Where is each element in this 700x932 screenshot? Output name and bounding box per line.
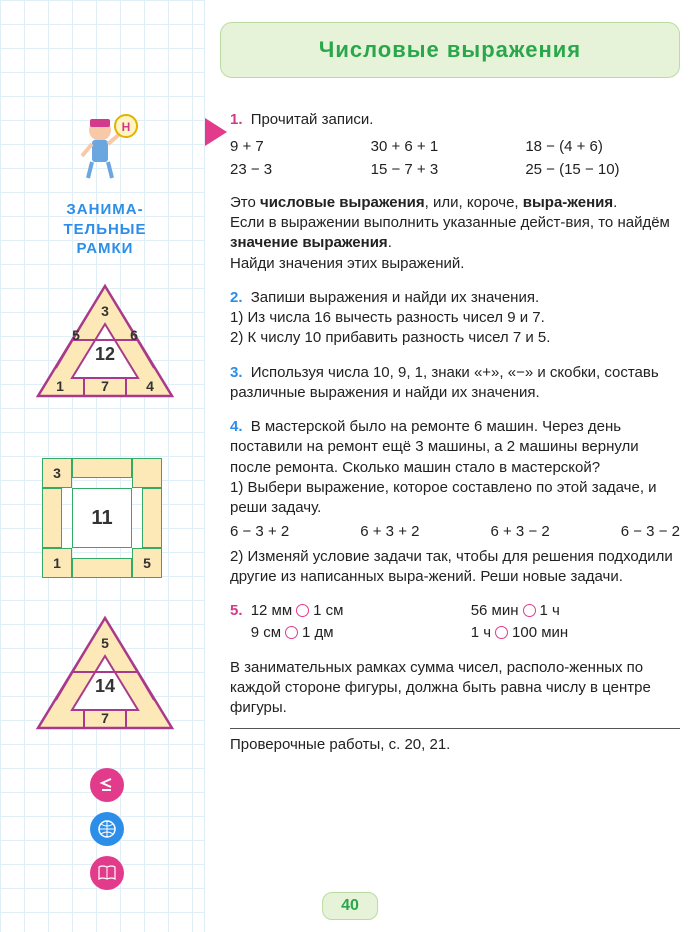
- compare-circle-icon: [523, 604, 536, 617]
- task1-expressions: 9 + 7 30 + 6 + 1 18 − (4 + 6) 23 − 3 15 …: [230, 136, 680, 181]
- task-5: 5. 12 мм1 см 56 мин1 ч 9 см1 дм 1 ч100 м…: [230, 601, 680, 644]
- task1-para3: Найди значения этих выражений.: [230, 254, 680, 274]
- tri2-bm: 7: [101, 710, 109, 726]
- sq-br: 5: [132, 548, 162, 578]
- sq-bm: [72, 558, 132, 578]
- t5-r0-r: 56 мин1 ч: [471, 601, 671, 621]
- mascot-badge-letter: Н: [122, 120, 131, 134]
- tri1-lu: 5: [72, 327, 80, 343]
- sq-tm: [72, 458, 132, 478]
- t4e2: 6 + 3 − 2: [491, 522, 550, 542]
- task-number-1: 1.: [230, 111, 243, 128]
- task-2: 2. Запиши выражения и найди их значения.…: [230, 288, 680, 349]
- task3-text: Используя числа 10, 9, 1, знаки «+», «−»…: [230, 364, 659, 401]
- sq-tl: 3: [42, 458, 72, 488]
- task-number-3: 3.: [230, 364, 243, 381]
- tri1-bl: 1: [56, 378, 64, 394]
- puzzle-triangle-2: 14 5 7: [30, 610, 180, 745]
- bottom-note: В занимательных рамках сумма чисел, расп…: [230, 658, 680, 719]
- sq-lm: [42, 488, 62, 548]
- page-number: 40: [322, 892, 378, 920]
- lesson-title: Числовые выражения: [319, 37, 581, 63]
- sidebar-heading-l1: ЗАНИМА-: [66, 201, 143, 218]
- sq-bl: 1: [42, 548, 72, 578]
- tri1-center: 12: [95, 344, 115, 364]
- tri1-bm: 7: [101, 378, 109, 394]
- puzzle-triangle-1: 12 3 5 6 1 7 4: [30, 278, 180, 413]
- lessequal-icon: [90, 768, 124, 802]
- t4e3: 6 − 3 − 2: [621, 522, 680, 542]
- task-number-5: 5.: [230, 602, 243, 619]
- task-1: 1. Прочитай записи. 9 + 7 30 + 6 + 1 18 …: [230, 110, 680, 274]
- task2-line1: 1) Из числа 16 вычесть разность чисел 9 …: [230, 309, 545, 326]
- task4-p3: 2) Изменяй условие задачи так, чтобы для…: [230, 547, 680, 588]
- t1-r0c1: 30 + 6 + 1: [371, 136, 526, 158]
- task1-para2: Если в выражении выполнить указанные дей…: [230, 213, 680, 254]
- tri1-ru: 6: [130, 327, 138, 343]
- task-number-2: 2.: [230, 289, 243, 306]
- task2-prompt: Запиши выражения и найди их значения.: [251, 289, 539, 306]
- task4-p1: В мастерской было на ремонте 6 машин. Че…: [230, 418, 639, 476]
- t4e1: 6 + 3 + 2: [360, 522, 419, 542]
- tri1-top: 3: [101, 303, 109, 319]
- task-3: 3. Используя числа 10, 9, 1, знаки «+», …: [230, 363, 680, 404]
- task1-para1: Это числовые выражения, или, короче, выр…: [230, 193, 680, 213]
- tri1-br: 4: [146, 378, 154, 394]
- t1-r0c0: 9 + 7: [230, 136, 371, 158]
- globe-icon: [90, 812, 124, 846]
- task2-line2: 2) К числу 10 прибавить разность чисел 7…: [230, 329, 550, 346]
- sidebar-heading-l2: ТЕЛЬНЫЕ: [64, 221, 147, 238]
- t5-r1-l: 9 см1 дм: [251, 623, 451, 643]
- book-icon: [90, 856, 124, 890]
- task-4: 4. В мастерской было на ремонте 6 машин.…: [230, 417, 680, 587]
- check-works: Проверочные работы, с. 20, 21.: [230, 735, 680, 755]
- pointer-icon: [205, 118, 227, 146]
- t1-r0c2: 18 − (4 + 6): [525, 136, 680, 158]
- task4-p2: 1) Выбери выражение, которое составлено …: [230, 478, 680, 519]
- sidebar-heading: ЗАНИМА- ТЕЛЬНЫЕ РАМКИ: [30, 200, 180, 259]
- divider: [230, 728, 680, 729]
- sq-rm: [142, 488, 162, 548]
- lesson-title-band: Числовые выражения: [220, 22, 680, 78]
- t1-r1c2: 25 − (15 − 10): [525, 159, 680, 181]
- task4-exprs: 6 − 3 + 2 6 + 3 + 2 6 + 3 − 2 6 − 3 − 2: [230, 522, 680, 542]
- compare-circle-icon: [285, 626, 298, 639]
- sidebar-heading-l3: РАМКИ: [77, 240, 134, 257]
- main-content: 1. Прочитай записи. 9 + 7 30 + 6 + 1 18 …: [230, 110, 680, 756]
- compare-circle-icon: [296, 604, 309, 617]
- compare-circle-icon: [495, 626, 508, 639]
- mascot-icon: Н: [78, 112, 138, 184]
- puzzle-square: 3 1 5 11: [42, 458, 162, 578]
- t5-r1-r: 1 ч100 мин: [471, 623, 671, 643]
- task-number-4: 4.: [230, 418, 243, 435]
- t1-r1c0: 23 − 3: [230, 159, 371, 181]
- sq-center: 11: [72, 488, 132, 548]
- t4e0: 6 − 3 + 2: [230, 522, 289, 542]
- t5-r0-l: 12 мм1 см: [251, 601, 451, 621]
- task1-prompt: Прочитай записи.: [251, 111, 374, 128]
- sq-tr: [132, 458, 162, 488]
- tri2-center: 14: [95, 676, 115, 696]
- tri2-top: 5: [101, 635, 109, 651]
- t1-r1c1: 15 − 7 + 3: [371, 159, 526, 181]
